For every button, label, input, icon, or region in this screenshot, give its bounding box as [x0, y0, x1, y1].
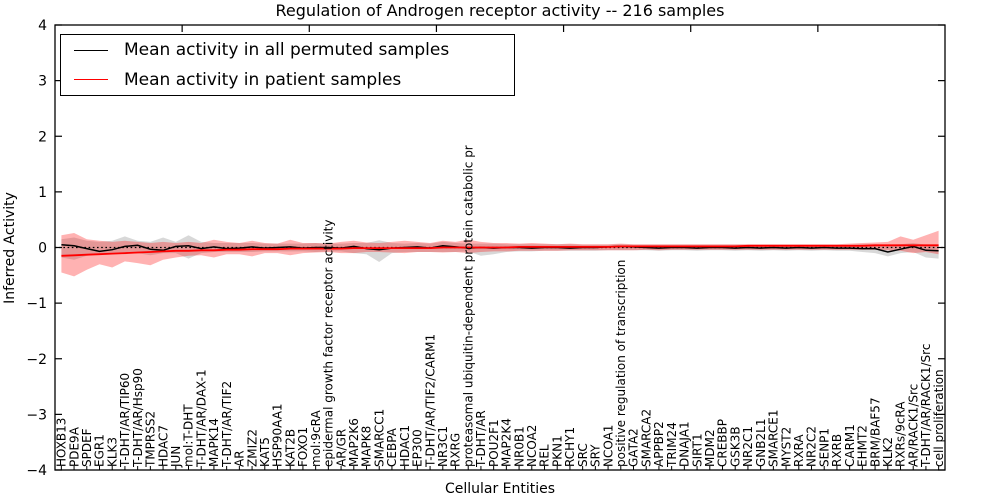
x-category-label: CARM1	[843, 424, 857, 467]
x-category-label: SPDEF	[80, 428, 94, 467]
x-category-label: HOXB13	[55, 418, 69, 467]
permuted-band	[61, 235, 939, 262]
x-category-label: EHMT2	[856, 425, 870, 467]
x-category-label: MYST2	[779, 427, 793, 467]
y-tick-label: 2	[38, 129, 47, 145]
x-category-label: KAT5	[258, 437, 272, 467]
x-category-label: RXRG	[449, 433, 463, 467]
x-category-label: RXRB	[830, 434, 844, 467]
x-category-label: T-DHT/AR/TIF2/CARM1	[423, 334, 437, 468]
x-category-label: HDAC1	[398, 425, 412, 467]
x-category-label: HSP90AA1	[271, 403, 285, 467]
x-category-label: cell proliferation	[932, 369, 946, 467]
x-category-label: AR/GR	[334, 429, 348, 467]
x-category-label: APPBP2	[652, 421, 666, 467]
x-category-label: PDE9A	[67, 426, 81, 467]
patient-mean-line	[61, 244, 939, 257]
x-category-label: SMARCA2	[639, 409, 653, 467]
y-tick-label: −3	[26, 407, 47, 423]
y-tick-label: −1	[26, 296, 47, 312]
x-category-label: SIRT1	[690, 433, 704, 467]
x-category-label: ZMIZ2	[245, 429, 259, 467]
x-category-label: DNAJA1	[678, 421, 692, 467]
y-tick-label: −2	[26, 352, 47, 368]
x-category-label: MAPK8	[360, 426, 374, 467]
x-category-label: NCOA2	[525, 425, 539, 467]
x-category-label: REL	[538, 444, 552, 467]
x-category-label: FOXO1	[296, 427, 310, 467]
y-axis-label: Inferred Activity	[2, 192, 18, 304]
x-category-label: SENP1	[817, 428, 831, 467]
x-category-label: NR2C1	[741, 426, 755, 467]
x-category-label: EGR1	[93, 434, 107, 467]
x-category-label: mol:9cRA	[309, 410, 323, 467]
x-category-label: RCHY1	[563, 427, 577, 467]
x-category-label: positive regulation of transcription	[614, 260, 628, 467]
x-category-label: TMPRSS2	[144, 411, 158, 468]
y-tick-label: 4	[38, 18, 47, 34]
y-tick-label: −4	[26, 463, 47, 479]
x-category-label: GSK3B	[728, 426, 742, 467]
x-axis-label: Cellular Entities	[444, 481, 556, 497]
x-category-label: NR3C1	[436, 426, 450, 467]
x-category-label: MDM2	[703, 429, 717, 467]
x-category-label: epidermal growth factor receptor activit…	[322, 220, 336, 467]
x-category-label: KAT2B	[283, 429, 297, 467]
x-category-label: T-DHT/AR/Hsp90	[131, 368, 145, 468]
x-category-label: JUN	[169, 446, 183, 468]
x-category-label: AR/RACK1/Src	[906, 384, 920, 467]
x-category-label: NR0B1	[512, 426, 526, 467]
x-category-label: RXRs/9cRA	[894, 401, 908, 467]
x-category-label: KLK3	[105, 437, 119, 467]
x-category-label: proteasomal ubiquitin-dependent protein …	[461, 145, 475, 467]
x-category-label: NCOA1	[601, 425, 615, 467]
x-category-label: CREBBP	[716, 419, 730, 467]
legend-line-sample-black	[74, 49, 108, 51]
x-category-label: GNB2L1	[754, 419, 768, 467]
legend-label: Mean activity in patient samples	[124, 69, 402, 90]
patient-band	[61, 230, 939, 277]
x-category-label: KLK2	[881, 437, 895, 467]
x-category-label: BRM/BAF57	[868, 397, 882, 467]
legend-item-permuted: Mean activity in all permuted samples	[61, 36, 514, 64]
x-category-label: AR	[233, 450, 247, 467]
x-category-label: T-DHT/AR/RACK1/Src	[919, 344, 933, 468]
x-category-label: MAP2K4	[500, 418, 514, 467]
x-category-label: T-DHT/AR/TIP60	[118, 373, 132, 468]
x-category-label: MAPK14	[207, 418, 221, 467]
legend-label: Mean activity in all permuted samples	[124, 40, 450, 61]
y-tick-label: 0	[38, 241, 47, 257]
legend-line-sample-red	[74, 79, 108, 81]
legend-box: Mean activity in all permuted samples Me…	[60, 34, 515, 96]
x-category-label: GATA2	[627, 428, 641, 467]
x-category-label: POU2F1	[487, 419, 501, 467]
x-category-label: HDAC7	[156, 425, 170, 467]
x-category-label: T-DHT/AR/DAX-1	[194, 369, 208, 468]
x-category-label: PKN1	[550, 435, 564, 467]
x-category-label: T-DHT/AR	[474, 410, 488, 468]
legend-item-patient: Mean activity in patient samples	[61, 66, 514, 94]
x-category-label: RXRA	[792, 434, 806, 467]
x-category-label: SRY	[589, 444, 603, 467]
x-category-label: SMARCC1	[372, 409, 386, 467]
x-category-label: mol:T-DHT	[182, 404, 196, 467]
y-tick-label: 1	[38, 185, 47, 201]
x-category-label: MAP2K6	[347, 418, 361, 467]
chart-title: Regulation of Androgen receptor activity…	[275, 1, 725, 20]
x-category-label: TRIM24	[665, 422, 679, 468]
x-category-label: EP300	[411, 429, 425, 467]
x-category-label: SMARCE1	[767, 409, 781, 467]
x-category-label: SRC	[576, 443, 590, 467]
x-category-label: NR2C2	[805, 426, 819, 467]
x-category-label: T-DHT/AR/TIF2	[220, 381, 234, 468]
y-tick-label: 3	[38, 74, 47, 90]
x-category-label: CEBPA	[385, 427, 399, 467]
